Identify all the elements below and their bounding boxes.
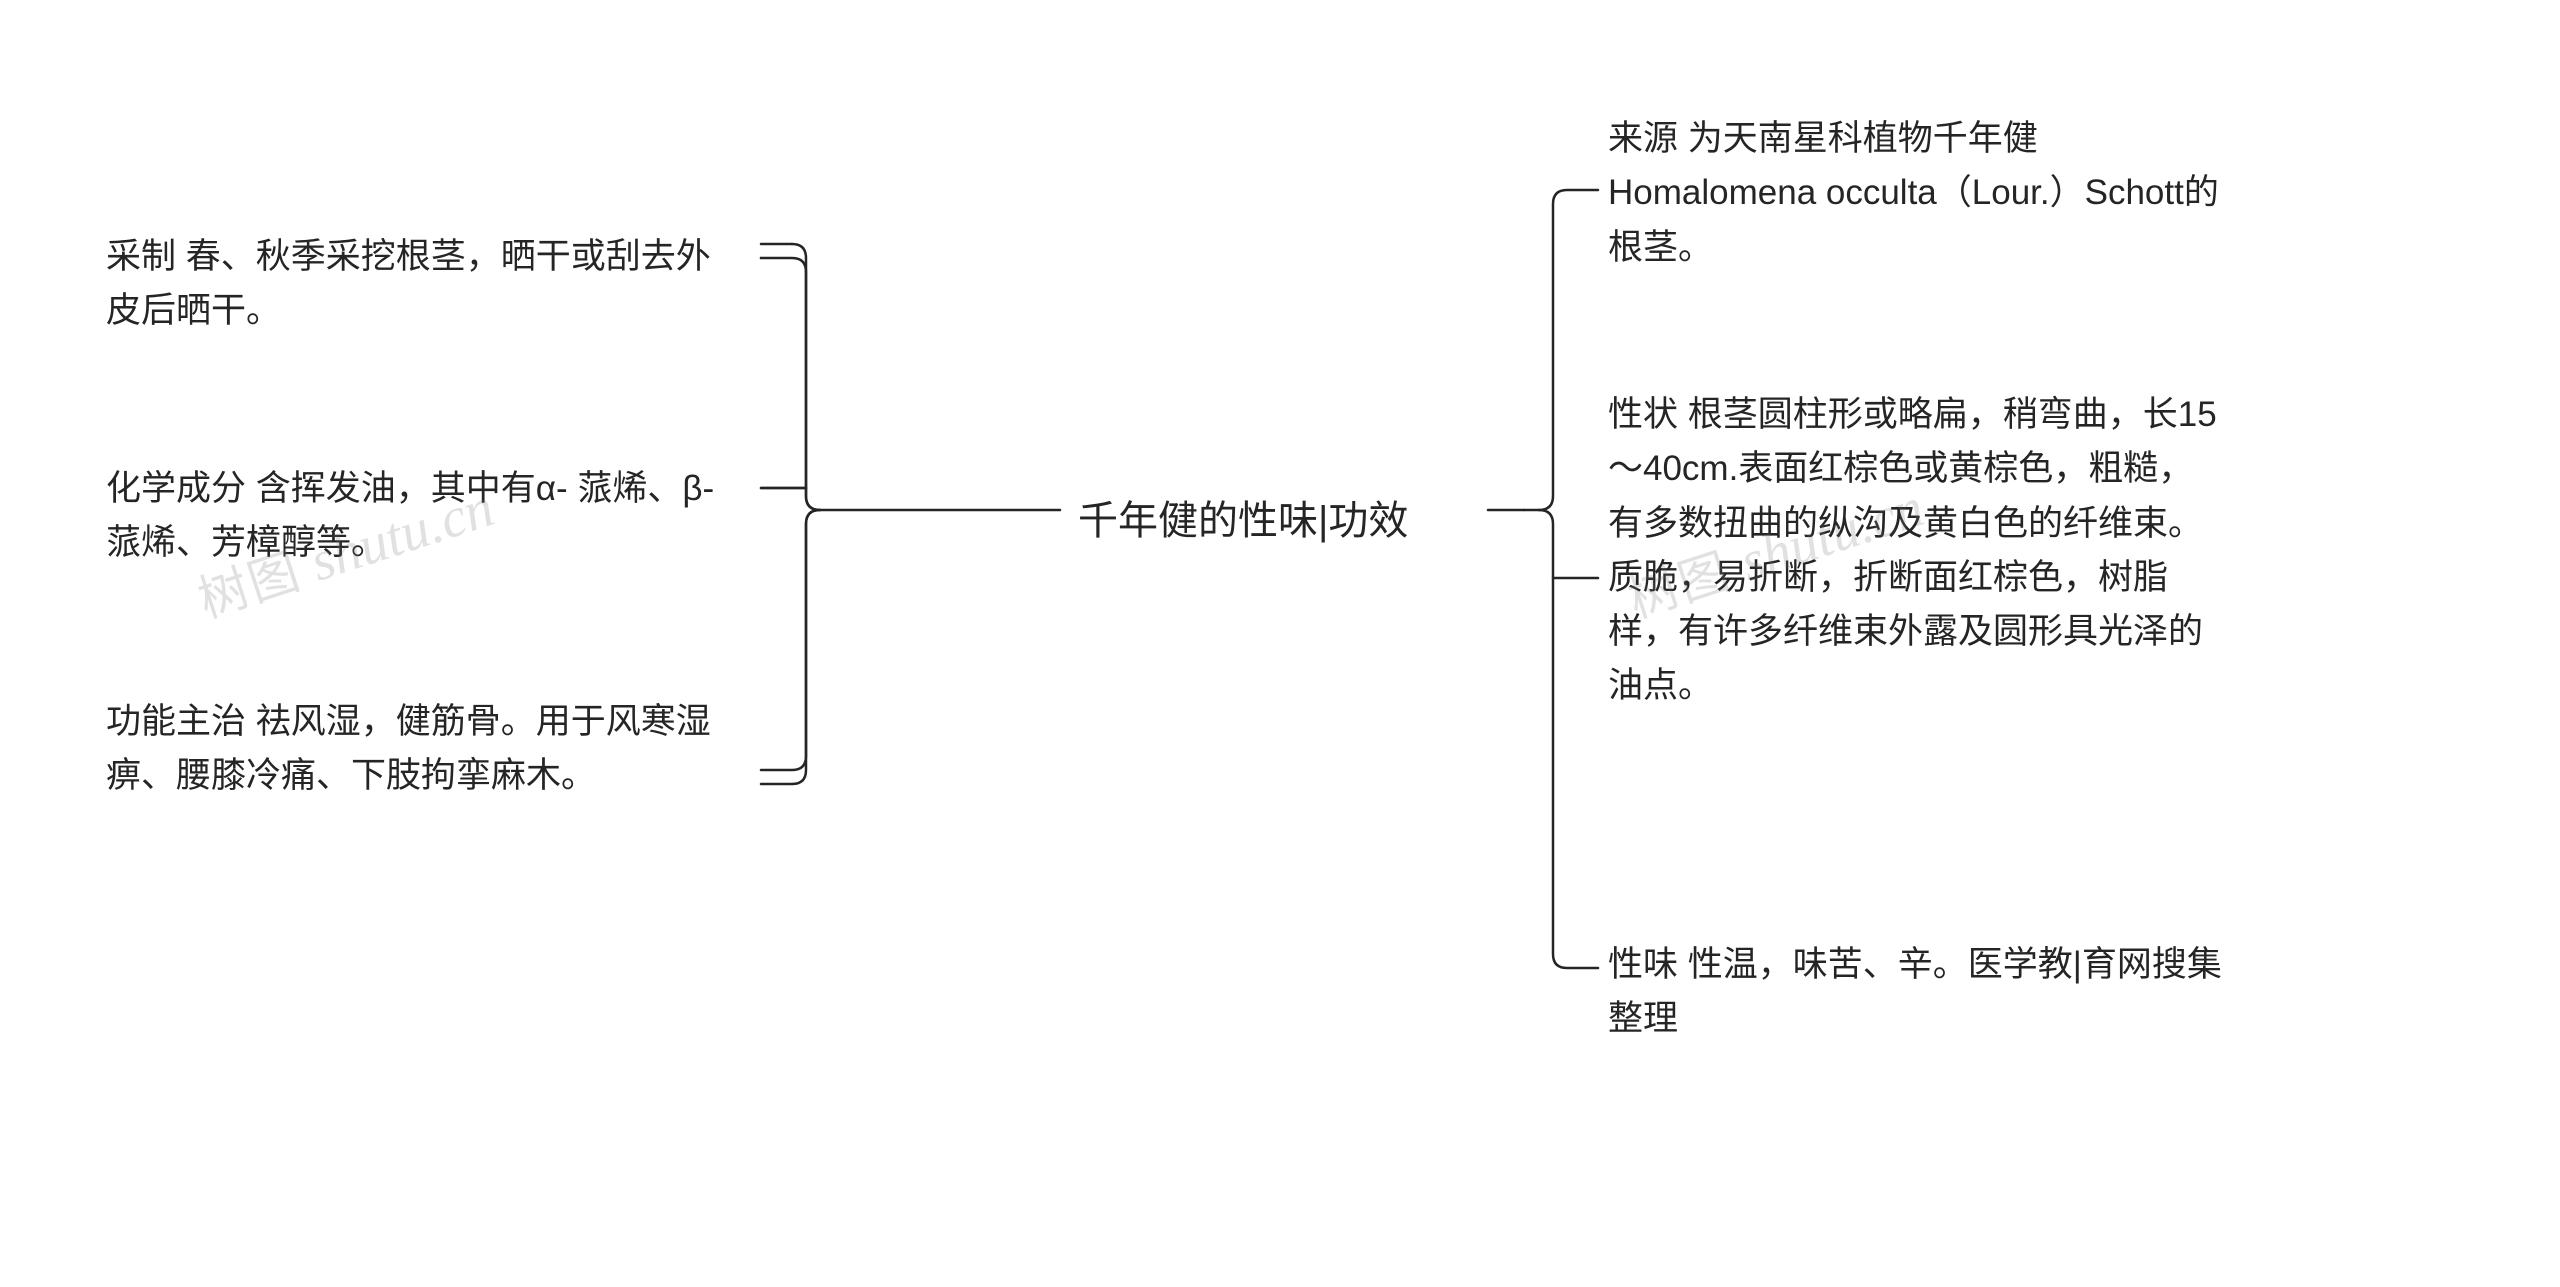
mindmap-connectors [0,0,2560,1287]
